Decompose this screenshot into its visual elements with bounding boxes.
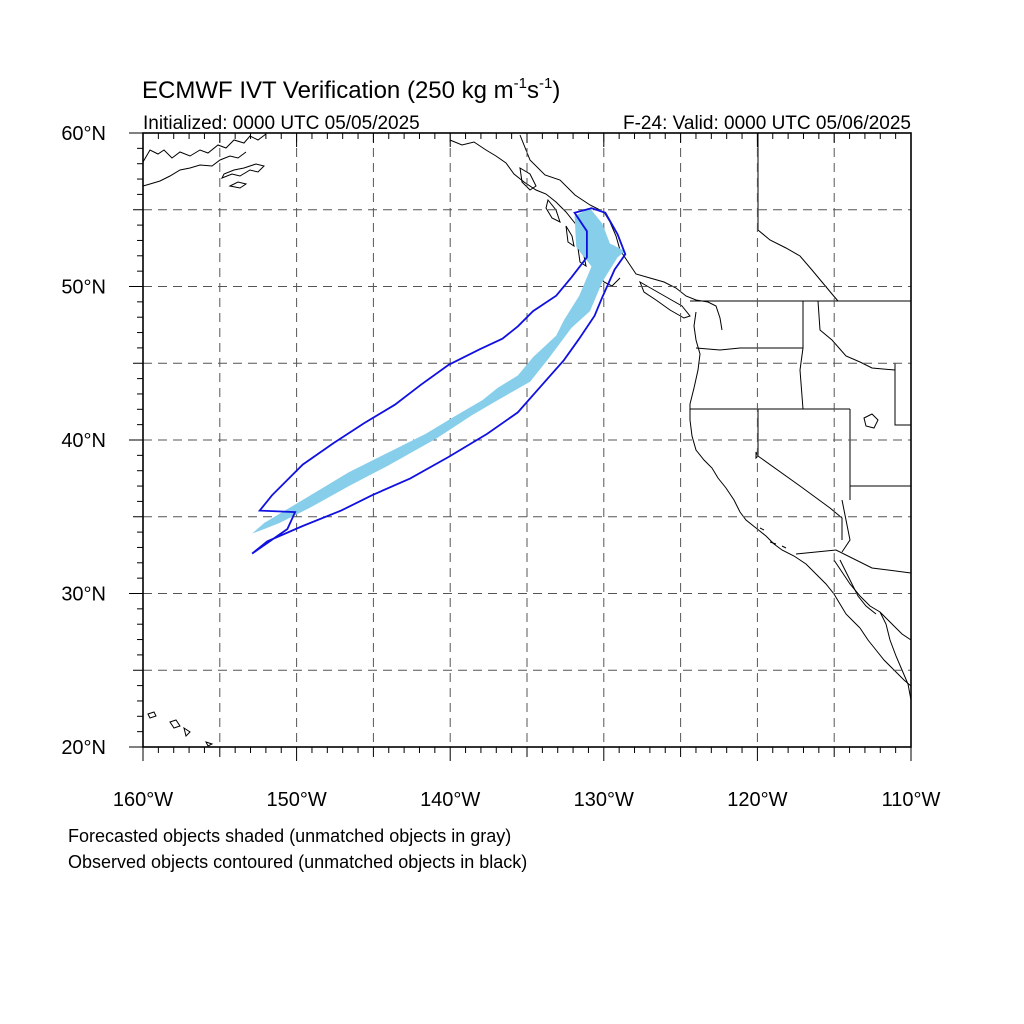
bc-coast [603,211,723,331]
lat-label: 20°N [61,737,106,759]
lon-label: 160°W [113,789,173,811]
axis-ticks [129,132,912,761]
lat-label: 30°N [61,584,106,606]
initialized-label: Initialized: 0000 UTC 05/05/2025 [143,113,420,134]
title-main: ECMWF IVT Verification (250 kg m [142,77,514,104]
hawaii-islands [147,711,214,747]
lat-label: 60°N [61,123,106,145]
boundaries [690,133,912,574]
lat-label: 50°N [61,277,106,299]
lon-label: 150°W [266,789,326,811]
title-s: s [527,77,539,104]
footnote-observed: Observed objects contoured (unmatched ob… [68,852,528,872]
title-exp1: -1 [514,75,527,92]
title-exp2: -1 [539,75,552,92]
lon-label: 120°W [727,789,787,811]
washington-oregon-border [695,347,803,351]
title-close: ) [552,77,560,104]
observed-object-contour [251,207,627,555]
idaho-west-border [799,301,804,410]
graticule [143,133,911,747]
alaska-coast [142,133,267,187]
plot-area [129,132,912,761]
longitude-labels: 160°W 150°W 140°W 130°W 120°W 110°W [113,789,941,811]
lon-label: 130°W [574,789,634,811]
california-nevada-border [757,409,843,540]
forecast-object-shaded [252,208,626,534]
idaho-montana-border [817,300,896,371]
us-mexico-border [795,549,912,574]
valid-time-label: F-24: Valid: 0000 UTC 05/06/2025 [623,113,911,134]
mexico-mainland-coast [879,611,912,701]
arizona-west-border [841,499,851,553]
bc-alberta-border [757,133,839,302]
alaska-islands [220,163,265,189]
vancouver-island [639,280,691,319]
coastlines [142,133,912,747]
lon-label: 110°W [882,789,941,811]
footnote-forecast: Forecasted objects shaded (unmatched obj… [68,826,512,846]
great-salt-lake [863,413,879,429]
figure-title: ECMWF IVT Verification (250 kg m-1s-1) [142,75,560,104]
utah-border [850,363,911,487]
gulf-of-california [833,559,912,641]
latitude-labels: 60°N 50°N 40°N 30°N 20°N [61,123,106,759]
lat-label: 40°N [61,430,106,452]
us-west-coast [689,311,861,629]
plot-frame [142,132,912,748]
channel-islands [759,527,787,549]
lon-label: 140°W [420,789,480,811]
canada-us-border-ak [519,134,601,211]
panhandle-islands [519,167,587,268]
